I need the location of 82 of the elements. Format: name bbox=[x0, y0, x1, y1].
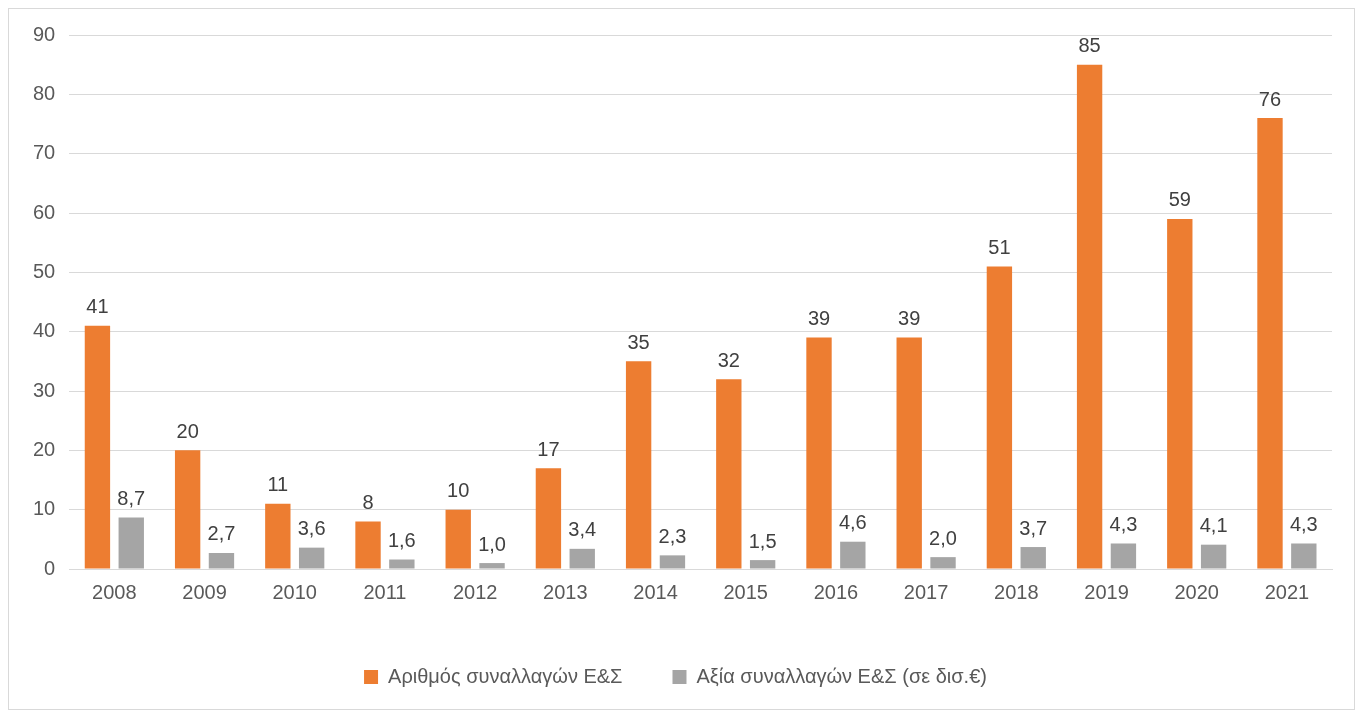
bar bbox=[298, 547, 325, 569]
y-tick-label: 50 bbox=[33, 259, 56, 282]
bar bbox=[1167, 218, 1193, 569]
x-tick-label: 2015 bbox=[723, 580, 768, 603]
bar bbox=[1257, 118, 1283, 569]
x-tick-label: 2008 bbox=[92, 580, 137, 603]
x-tick-label: 2018 bbox=[994, 580, 1039, 603]
data-label: 3,6 bbox=[297, 517, 326, 540]
data-label: 76 bbox=[1258, 87, 1282, 110]
y-tick-label: 0 bbox=[44, 556, 56, 579]
x-tick-label: 2012 bbox=[452, 580, 498, 603]
data-label: 4,1 bbox=[1199, 514, 1228, 537]
y-tick-label: 90 bbox=[33, 22, 56, 45]
y-tick-label: 70 bbox=[33, 141, 56, 164]
bar bbox=[896, 337, 922, 569]
bar bbox=[749, 560, 776, 569]
x-tick-label: 2017 bbox=[903, 580, 949, 603]
bar bbox=[208, 552, 235, 569]
bar bbox=[355, 521, 381, 569]
data-label: 41 bbox=[86, 295, 109, 318]
x-tick-label: 2019 bbox=[1084, 580, 1129, 603]
bar bbox=[840, 541, 866, 569]
data-label: 8 bbox=[362, 491, 374, 514]
bar bbox=[1076, 64, 1103, 569]
x-tick-label: 2014 bbox=[633, 580, 678, 603]
bar bbox=[1200, 544, 1227, 569]
x-tick-label: 2016 bbox=[813, 580, 859, 603]
data-label: 35 bbox=[627, 330, 650, 353]
data-label: 3,4 bbox=[568, 518, 597, 541]
data-label: 4,3 bbox=[1289, 513, 1318, 535]
x-tick-label: 2013 bbox=[543, 580, 588, 603]
bar bbox=[174, 450, 201, 569]
x-tick-label: 2021 bbox=[1264, 580, 1310, 603]
data-label: 4,6 bbox=[838, 511, 867, 534]
data-label: 39 bbox=[898, 307, 921, 330]
bar bbox=[806, 337, 832, 569]
legend-label: Αξία συναλλαγών Ε&Σ (σε δισ.€) bbox=[696, 664, 987, 687]
x-tick-label: 2009 bbox=[182, 580, 227, 603]
bar bbox=[986, 266, 1013, 569]
data-label: 59 bbox=[1168, 188, 1191, 211]
bar bbox=[445, 509, 471, 569]
bar bbox=[659, 555, 686, 569]
data-label: 32 bbox=[717, 348, 740, 371]
data-label: 51 bbox=[988, 235, 1011, 258]
data-label: 2,0 bbox=[929, 526, 957, 549]
data-label: 1,0 bbox=[478, 532, 506, 555]
bar bbox=[930, 557, 956, 569]
data-label: 10 bbox=[447, 479, 470, 502]
data-label: 2,7 bbox=[207, 522, 236, 545]
bar bbox=[84, 325, 111, 569]
bar bbox=[716, 379, 742, 569]
x-tick-label: 2010 bbox=[272, 580, 317, 603]
y-tick-label: 10 bbox=[33, 497, 56, 520]
data-label: 3,7 bbox=[1019, 516, 1048, 539]
data-label: 85 bbox=[1078, 34, 1101, 57]
data-label: 2,3 bbox=[658, 524, 687, 547]
x-tick-label: 2011 bbox=[363, 580, 407, 603]
data-label: 20 bbox=[176, 419, 199, 442]
bar bbox=[1291, 543, 1317, 569]
bar bbox=[1110, 543, 1137, 569]
bar bbox=[389, 559, 415, 569]
bar bbox=[265, 503, 291, 569]
y-tick-label: 30 bbox=[33, 378, 56, 401]
data-label: 1,5 bbox=[748, 529, 777, 552]
legend-label: Αριθμός συναλλαγών Ε&Σ bbox=[388, 664, 623, 687]
y-tick-label: 80 bbox=[33, 81, 56, 104]
data-label: 11 bbox=[267, 473, 289, 496]
bar bbox=[479, 563, 505, 569]
data-label: 8,7 bbox=[117, 486, 146, 509]
y-tick-label: 20 bbox=[33, 437, 56, 460]
data-label: 17 bbox=[537, 437, 560, 460]
data-label: 39 bbox=[807, 307, 831, 330]
data-label: 1,6 bbox=[387, 529, 416, 552]
y-tick-label: 60 bbox=[33, 200, 56, 223]
bar bbox=[535, 468, 562, 569]
data-label: 4,3 bbox=[1109, 513, 1138, 535]
bar bbox=[118, 517, 144, 569]
x-tick-label: 2020 bbox=[1174, 580, 1219, 603]
bar bbox=[1020, 547, 1046, 569]
bar bbox=[569, 548, 595, 569]
y-tick-label: 40 bbox=[33, 319, 56, 342]
bar bbox=[625, 361, 652, 569]
